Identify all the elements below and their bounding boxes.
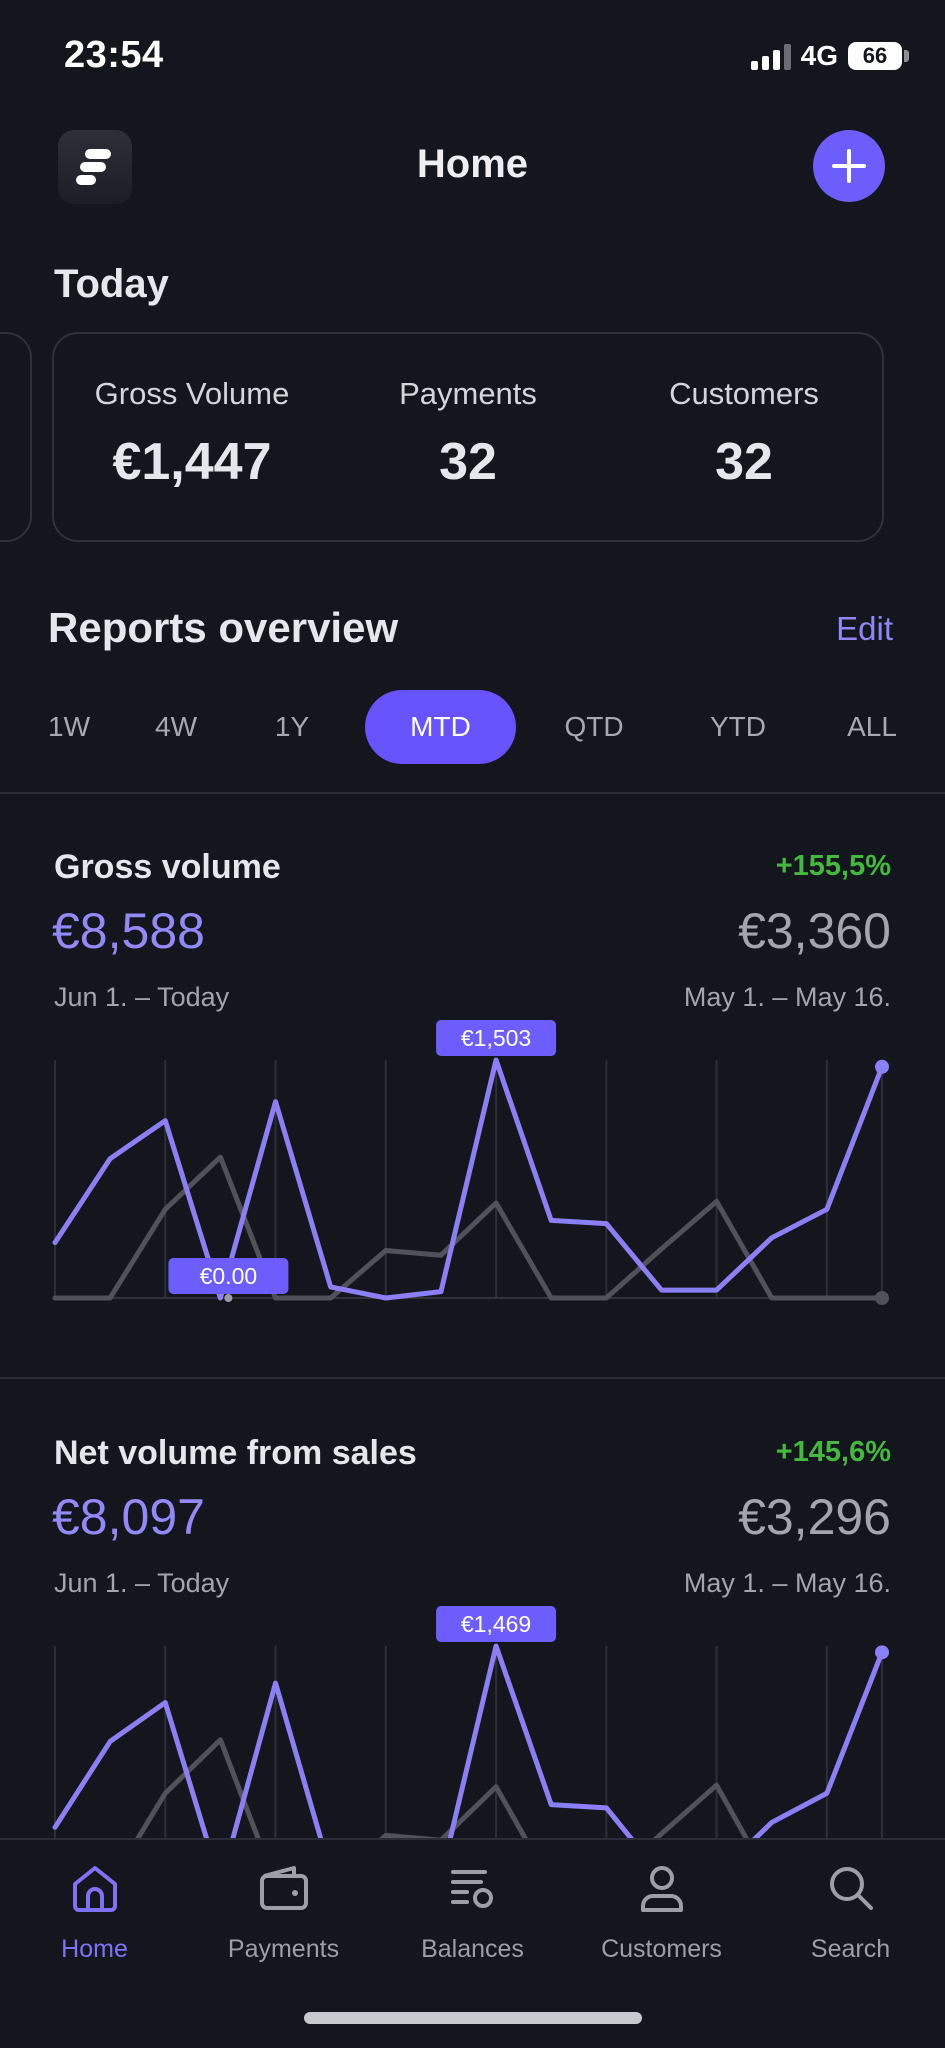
current-series-line (52, 1057, 885, 1301)
tab-label: Payments (227, 1935, 340, 1963)
report-net-volume[interactable]: Net volume from sales +145,6% €8,097 €3,… (0, 1434, 945, 1838)
status-indicators: 4G 66 (750, 40, 909, 72)
tab-label: Customers (601, 1935, 722, 1963)
tab-label: Balances (421, 1935, 524, 1963)
battery-tip (904, 50, 909, 62)
min-value-label: €0.00 (200, 1263, 258, 1289)
divider (0, 1377, 945, 1379)
tab-payments[interactable]: Payments (189, 1860, 378, 1964)
range-tab-1w[interactable]: 1W (48, 711, 90, 742)
range-tabs: 1W 4W 1Y MTD QTD YTD ALL (28, 690, 918, 764)
app-logo-icon[interactable] (58, 130, 132, 204)
stat-value: €1,447 (112, 433, 272, 491)
today-heading: Today (54, 262, 169, 306)
current-series-end-dot (875, 1645, 889, 1660)
gross-volume-chart[interactable]: €1,503 €0.00 (0, 998, 945, 1368)
page-title: Home (416, 142, 529, 186)
range-tab-ytd[interactable]: YTD (710, 711, 766, 742)
current-series-end-dot (875, 1059, 889, 1074)
divider (0, 792, 945, 794)
add-button[interactable] (813, 130, 885, 202)
reports-heading: Reports overview (48, 604, 399, 651)
stat-customers: Customers 32 (606, 334, 882, 540)
report-current-total: €8,588 (52, 903, 205, 959)
report-current-total: €8,097 (52, 1489, 205, 1545)
edit-button[interactable]: Edit (836, 610, 893, 647)
status-bar: 23:54 4G 66 (0, 0, 945, 110)
report-change: +145,6% (775, 1436, 891, 1468)
search-icon (829, 1867, 873, 1910)
range-tab-mtd[interactable]: MTD (365, 690, 516, 764)
report-current-range: Jun 1. – Today (54, 982, 230, 1012)
report-previous-range: May 1. – May 16. (683, 982, 891, 1012)
stat-label: Gross Volume (94, 376, 290, 411)
min-value-label-bg (168, 1258, 289, 1294)
min-point-marker (224, 1294, 233, 1302)
tab-label: Search (810, 1935, 891, 1963)
tab-home[interactable]: Home (0, 1860, 189, 1964)
report-current-range: Jun 1. – Today (54, 1568, 230, 1598)
header: Home (0, 120, 945, 220)
stat-value: 32 (715, 433, 773, 491)
range-tab-qtd[interactable]: QTD (564, 711, 624, 742)
stat-value: 32 (439, 433, 497, 491)
person-icon (640, 1866, 683, 1912)
plus-icon (832, 149, 866, 183)
tab-search[interactable]: Search (756, 1860, 945, 1964)
report-title: Net volume from sales (54, 1434, 417, 1472)
current-series-line (52, 1643, 885, 1838)
stat-gross-volume: Gross Volume €1,447 (54, 334, 330, 540)
report-previous-total: €3,296 (738, 1489, 891, 1545)
home-indicator (304, 2012, 642, 2024)
balances-icon (450, 1870, 493, 1908)
range-tab-all[interactable]: ALL (847, 711, 897, 742)
report-previous-range: May 1. – May 16. (683, 1568, 891, 1598)
previous-series-line (52, 1154, 885, 1301)
range-tab-4w[interactable]: 4W (155, 711, 197, 742)
status-time: 23:54 (64, 34, 164, 76)
previous-summary-card[interactable] (0, 332, 32, 542)
report-previous-total: €3,360 (738, 903, 891, 959)
battery-level: 66 (862, 43, 888, 68)
battery-icon: 66 (848, 42, 902, 70)
tab-balances[interactable]: Balances (378, 1860, 567, 1964)
signal-icon (750, 42, 791, 70)
previous-series-line (135, 1737, 749, 1838)
stat-payments: Payments 32 (330, 334, 606, 540)
net-volume-chart[interactable]: €1,469 (0, 1584, 945, 1838)
report-gross-volume[interactable]: Gross volume +155,5% €8,588 €3,360 Jun 1… (0, 848, 945, 1368)
max-value-label-bg (436, 1020, 557, 1056)
home-icon (72, 1866, 117, 1912)
previous-series-end-dot (875, 1291, 889, 1305)
max-value-label: €1,469 (461, 1611, 531, 1637)
tab-label: Home (61, 1935, 128, 1963)
tab-customers[interactable]: Customers (567, 1860, 756, 1964)
max-value-label: €1,503 (461, 1025, 531, 1051)
stat-label: Customers (669, 376, 819, 411)
today-summary-card[interactable]: Gross Volume €1,447 Payments 32 Customer… (52, 332, 884, 542)
stat-label: Payments (399, 376, 537, 411)
range-tab-1y[interactable]: 1Y (274, 711, 310, 742)
wallet-icon (259, 1866, 308, 1910)
network-type: 4G (800, 40, 838, 71)
max-value-label-bg (436, 1606, 557, 1642)
report-title: Gross volume (54, 848, 281, 886)
report-change: +155,5% (775, 850, 891, 882)
